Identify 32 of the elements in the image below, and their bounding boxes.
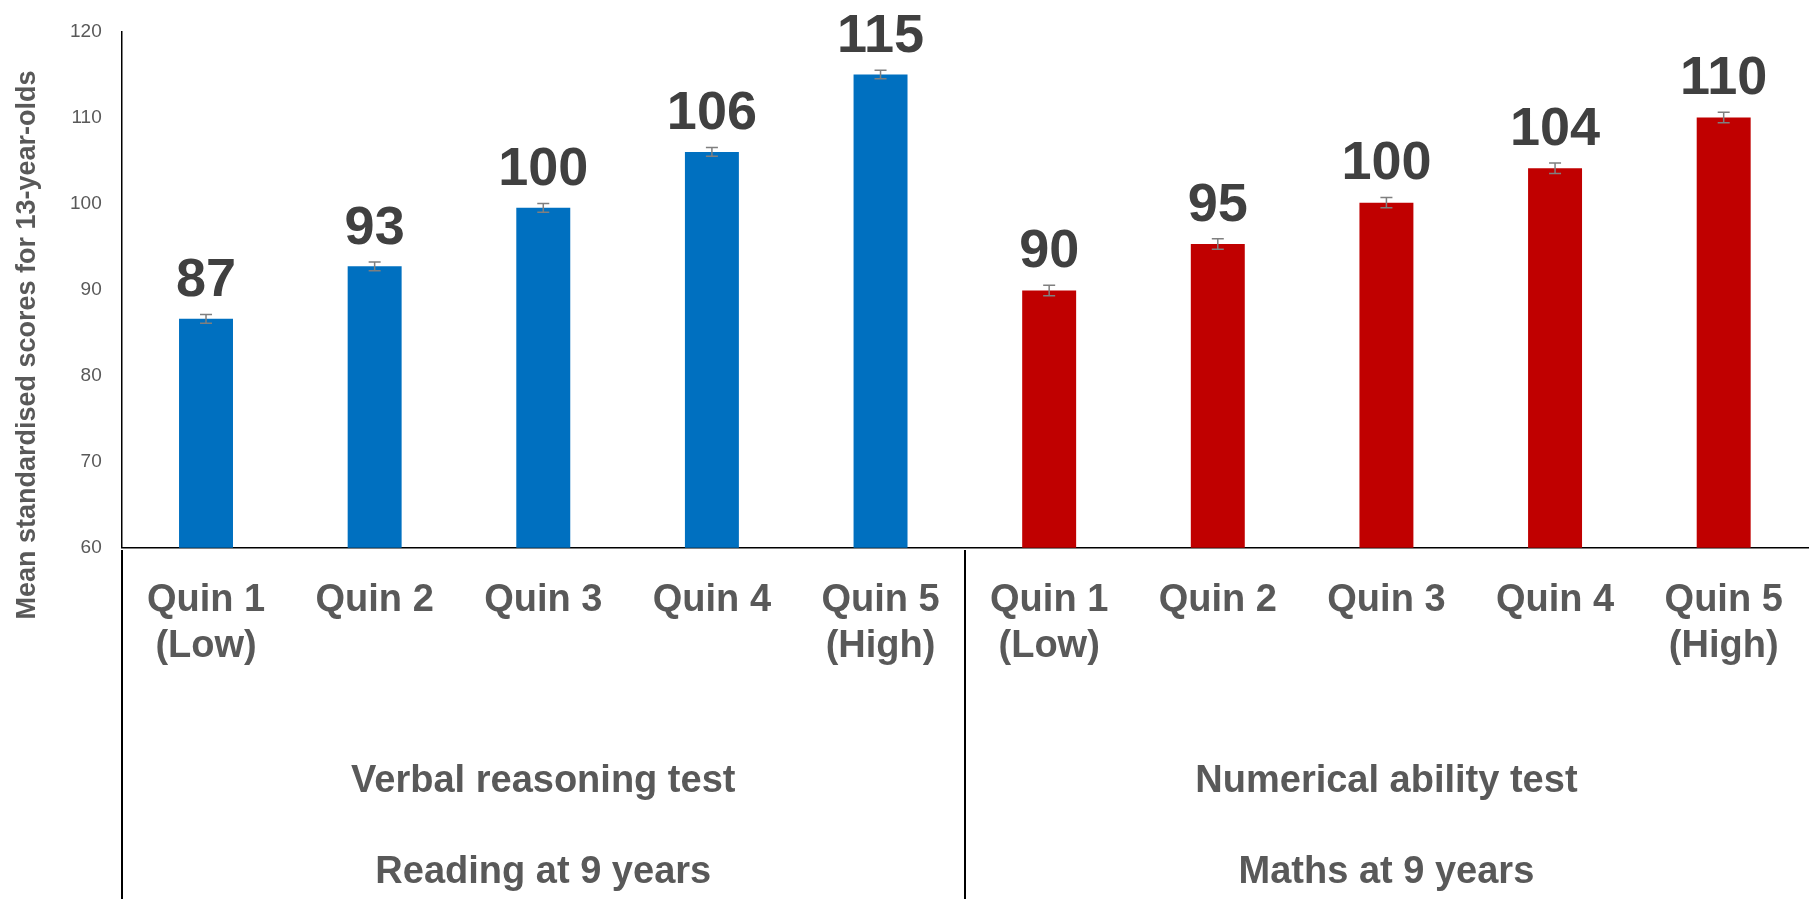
y-axis-title: Mean standardised scores for 13-year-olds bbox=[11, 70, 42, 620]
y-tick-label: 60 bbox=[80, 536, 102, 558]
data-label: 95 bbox=[1187, 171, 1248, 232]
data-label: 90 bbox=[1019, 218, 1080, 279]
y-tick-label: 100 bbox=[70, 191, 102, 213]
x-tick-label: Quin 1 (Low) bbox=[146, 577, 266, 665]
x-tick-label: Quin 4 bbox=[1495, 577, 1615, 620]
x-tick-label: Quin 2 bbox=[1158, 577, 1277, 620]
y-tick-label: 120 bbox=[70, 19, 102, 41]
x-tick-label: Quin 3 bbox=[1327, 577, 1446, 620]
y-tick-label: 70 bbox=[80, 449, 102, 471]
data-label: 110 bbox=[1680, 45, 1768, 106]
data-label: 87 bbox=[175, 247, 237, 308]
y-tick-label: 80 bbox=[80, 363, 102, 385]
data-label: 100 bbox=[498, 136, 589, 197]
data-label: 104 bbox=[1510, 95, 1601, 156]
data-label: 100 bbox=[1341, 130, 1432, 191]
text: Maths at 9 years bbox=[1238, 849, 1535, 892]
data-label: 115 bbox=[836, 3, 925, 64]
data-label: 106 bbox=[666, 80, 757, 141]
x-tick-label: Quin 1 (Low) bbox=[990, 577, 1109, 665]
text: Verbal reasoning test bbox=[351, 758, 736, 801]
y-tick-label: 90 bbox=[80, 277, 102, 299]
x-tick-label: Quin 5 (High) bbox=[1664, 577, 1783, 665]
x-tick-label: Quin 2 bbox=[315, 577, 434, 620]
x-tick-label: Quin 5 (High) bbox=[821, 577, 940, 665]
data-label: 93 bbox=[344, 194, 405, 255]
text: Reading at 9 years bbox=[375, 849, 712, 892]
x-tick-label: Quin 4 bbox=[652, 577, 772, 620]
x-tick-label: Quin 3 bbox=[484, 577, 603, 620]
y-tick-label: 110 bbox=[71, 105, 102, 127]
text: Numerical ability test bbox=[1195, 758, 1578, 801]
